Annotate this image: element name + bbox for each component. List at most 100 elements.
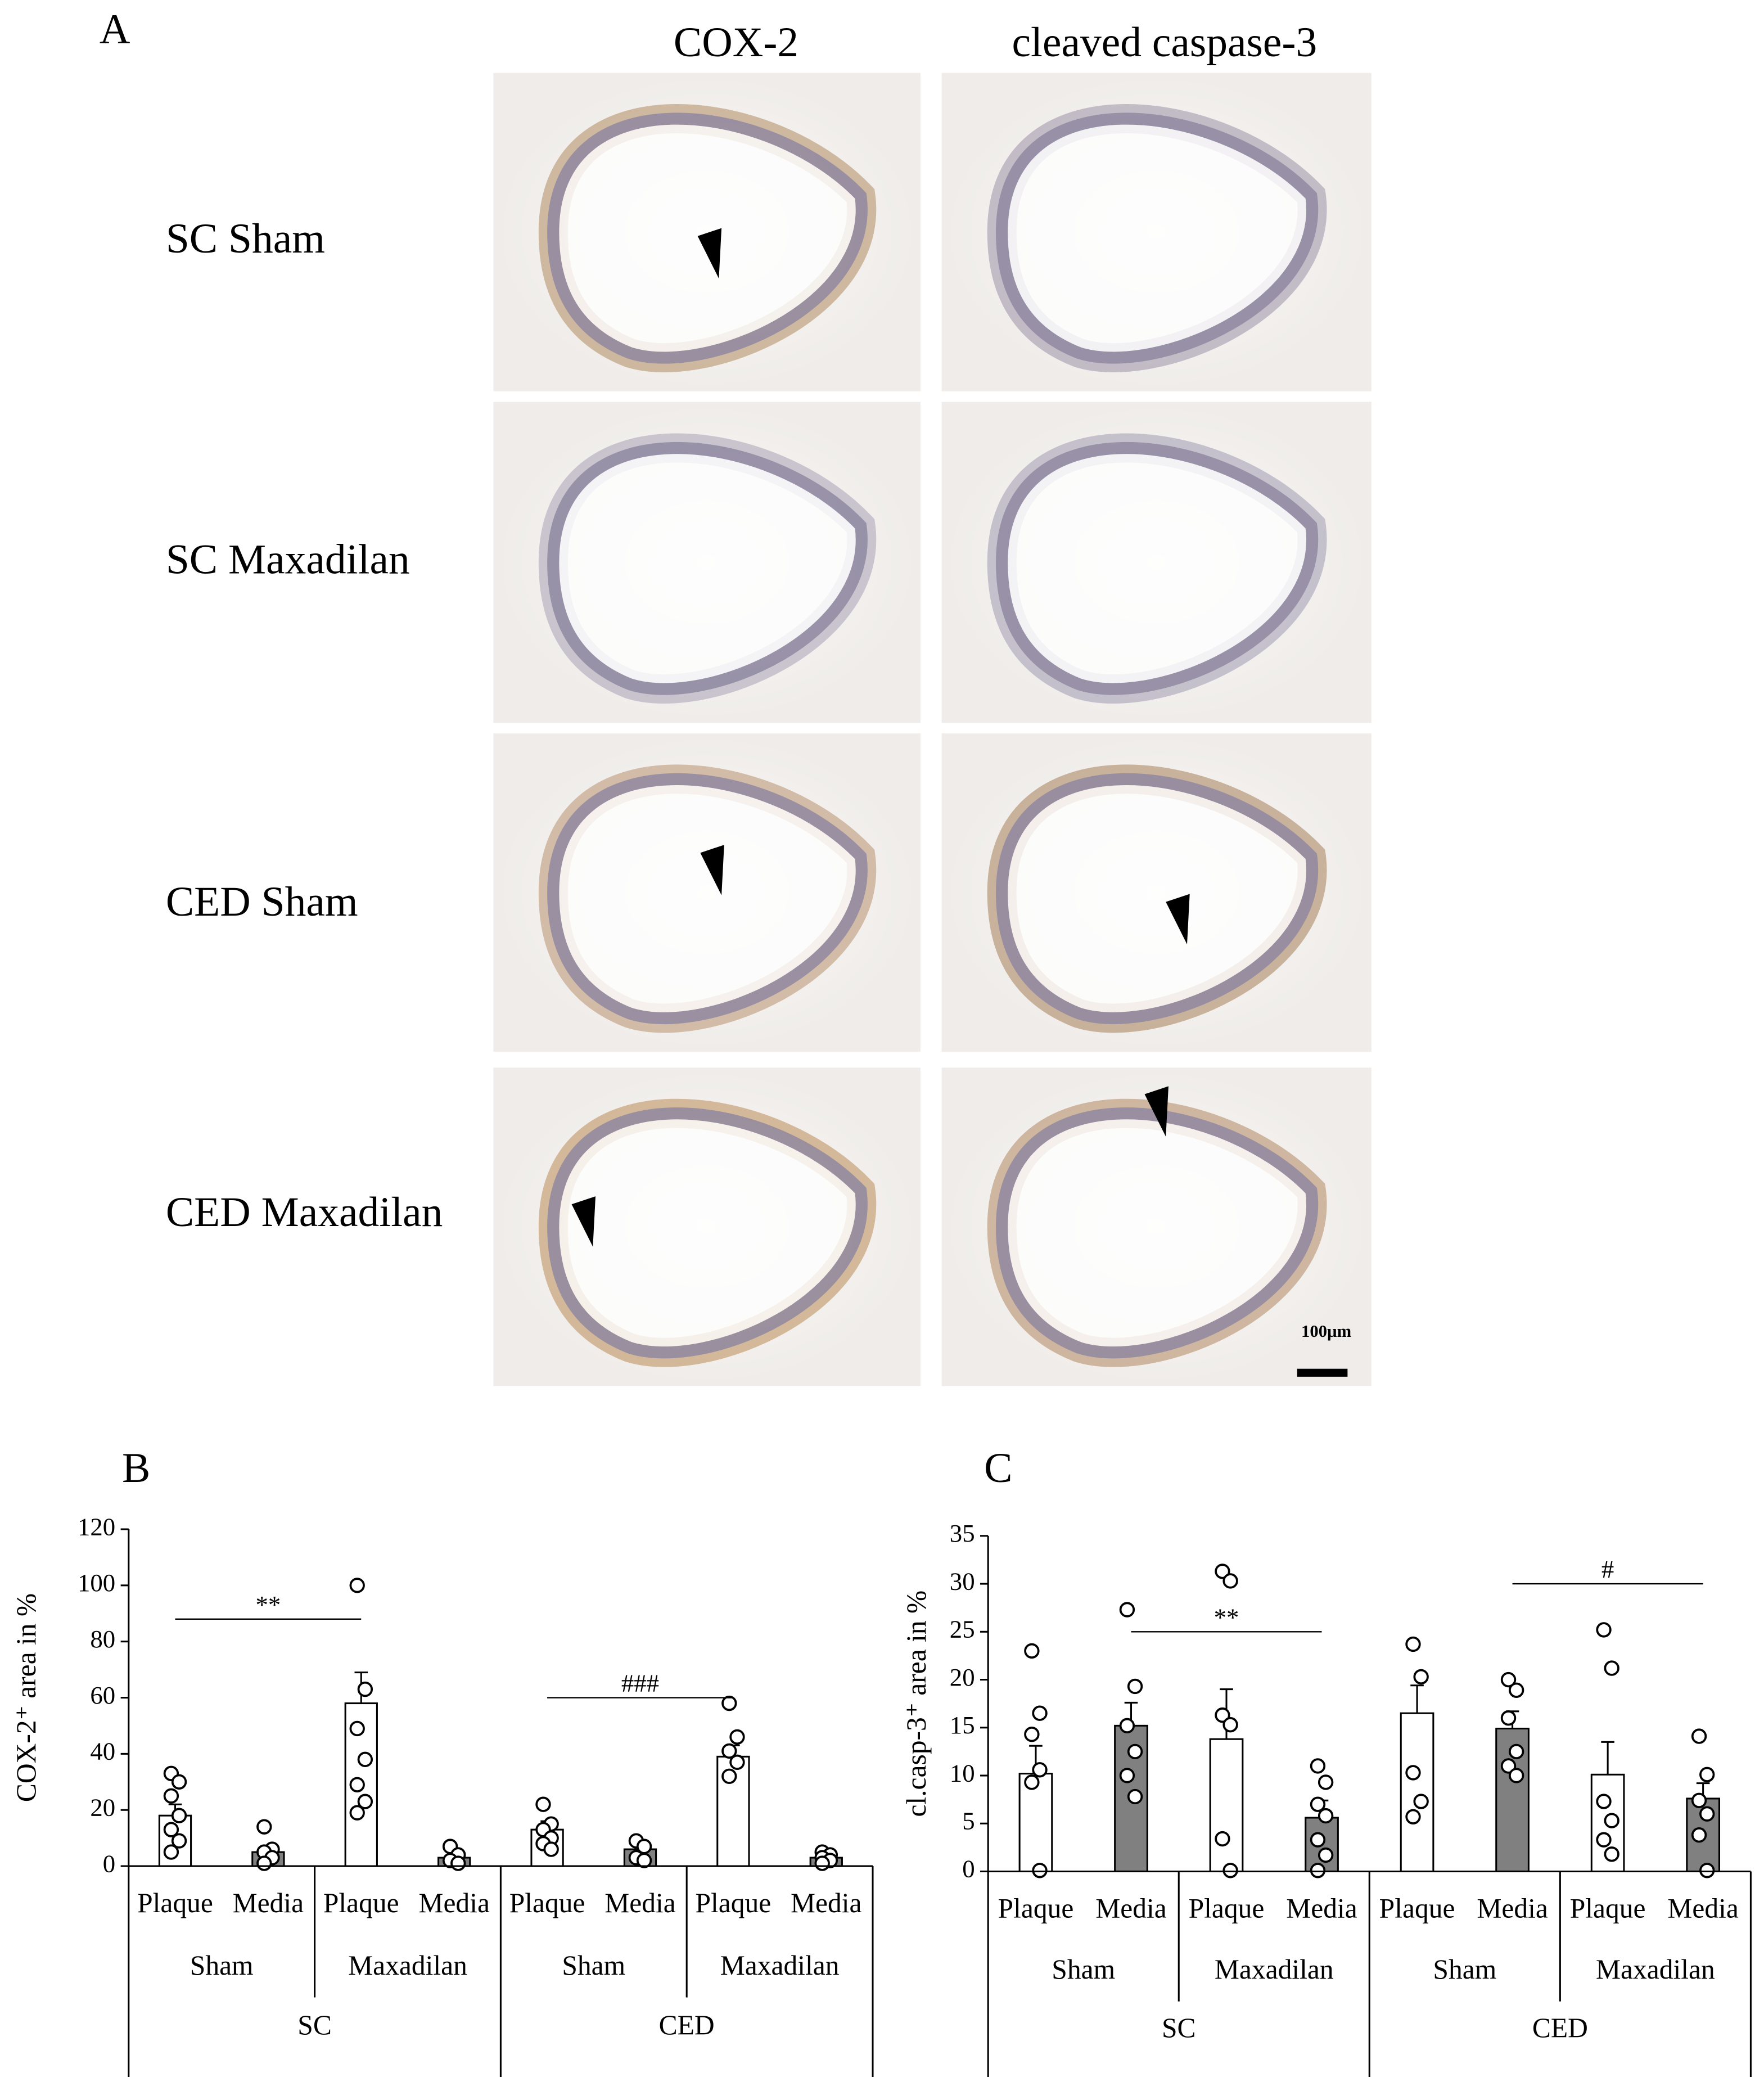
y-tick-label: 20 [950,1663,975,1691]
data-point [1119,1768,1135,1783]
x-tick-label: Plaque [509,1887,585,1918]
data-point [357,1794,373,1809]
vessel-media [996,112,1319,364]
significance-label: ### [621,1669,659,1697]
data-point [1215,1831,1230,1847]
data-point [1215,1564,1230,1579]
column-header: COX-2 [674,19,798,66]
y-axis-label: cl.casp-3⁺ area in % [901,1591,932,1817]
data-point [349,1720,365,1737]
data-point [1699,1863,1715,1878]
supergroup-label: SC [1162,2012,1196,2043]
data-point [1691,1792,1707,1809]
y-tick-label: 35 [950,1519,975,1547]
data-point [357,1681,373,1697]
x-tick-label: Media [233,1887,304,1918]
x-tick-label: Plaque [323,1887,399,1918]
vessel-media [547,1107,868,1359]
x-tick-label: Plaque [998,1893,1074,1924]
y-tick-label: 100 [78,1569,115,1597]
data-point [1500,1671,1517,1688]
bar [1018,1773,1053,1873]
data-point [1127,1743,1143,1760]
arrowhead [1166,894,1190,945]
group-label: Sham [190,1950,254,1981]
error-bar [1410,1684,1424,1714]
data-point [1119,1718,1135,1734]
data-point [1032,1705,1048,1721]
data-point [1500,1710,1517,1726]
data-point [1318,1774,1334,1790]
x-tick-label: Media [791,1887,862,1918]
x-tick-label: Media [1286,1893,1357,1924]
data-point [729,1754,745,1770]
data-point [814,1855,830,1871]
x-tick-label: Plaque [1379,1893,1455,1924]
y-tick-label: 80 [90,1625,115,1653]
x-tick-label: Media [418,1887,490,1918]
data-point [450,1855,466,1871]
data-point [1310,1832,1326,1848]
data-point [1508,1682,1524,1698]
y-tick-label: 15 [950,1711,975,1739]
y-tick-label: 60 [90,1681,115,1709]
panel-label: B [122,1445,150,1492]
significance-label: ** [255,1591,281,1619]
supergroup-label: CED [659,2010,715,2040]
data-point [1413,1794,1429,1809]
data-point [1310,1758,1326,1774]
vessel-media [996,441,1319,695]
data-point [1405,1636,1421,1652]
data-point [349,1777,365,1792]
data-point [1596,1622,1612,1638]
data-point [1604,1846,1619,1862]
panel-label: C [984,1445,1012,1492]
data-point [1596,1832,1612,1848]
data-point [721,1695,737,1711]
data-point [171,1808,187,1823]
data-point [357,1751,373,1768]
data-point [636,1853,652,1868]
panel-label: A [100,6,130,52]
significance-label: ** [1214,1603,1239,1631]
data-point [721,1743,737,1759]
data-point [535,1796,551,1812]
y-tick-label: 0 [962,1855,975,1883]
data-point [1318,1847,1334,1863]
data-point [1024,1727,1040,1742]
data-point [349,1805,365,1821]
data-point [163,1844,179,1860]
x-tick-label: Media [1477,1893,1548,1924]
y-tick-label: 120 [78,1512,115,1540]
arrowhead [700,845,724,895]
x-tick-label: Media [1667,1893,1739,1924]
y-tick-label: 25 [950,1615,975,1643]
y-tick-label: 5 [962,1807,975,1835]
row-label: SC Sham [166,215,325,262]
data-point [1405,1809,1421,1824]
y-axis-label: COX-2⁺ area in % [11,1593,42,1802]
data-point [349,1578,365,1593]
data-point [163,1788,179,1804]
bar [1400,1712,1434,1873]
data-point [721,1768,737,1784]
column-header: cleaved caspase-3 [1012,19,1318,66]
data-point [256,1819,272,1835]
x-tick-label: Plaque [1189,1893,1265,1924]
data-point [1024,1643,1040,1659]
data-point [1413,1669,1429,1685]
y-tick-label: 0 [103,1849,115,1877]
arrowhead [571,1196,596,1247]
data-point [1596,1794,1612,1809]
vessel-media [547,441,868,695]
data-point [1032,1863,1048,1878]
group-label: Maxadilan [1596,1954,1715,1985]
x-tick-label: Plaque [137,1887,213,1918]
vessel-media [996,1107,1319,1359]
data-point [1500,1758,1517,1774]
data-point [1119,1602,1135,1618]
scale-bar-label: 100µm [1301,1322,1351,1341]
data-point [1127,1788,1143,1805]
